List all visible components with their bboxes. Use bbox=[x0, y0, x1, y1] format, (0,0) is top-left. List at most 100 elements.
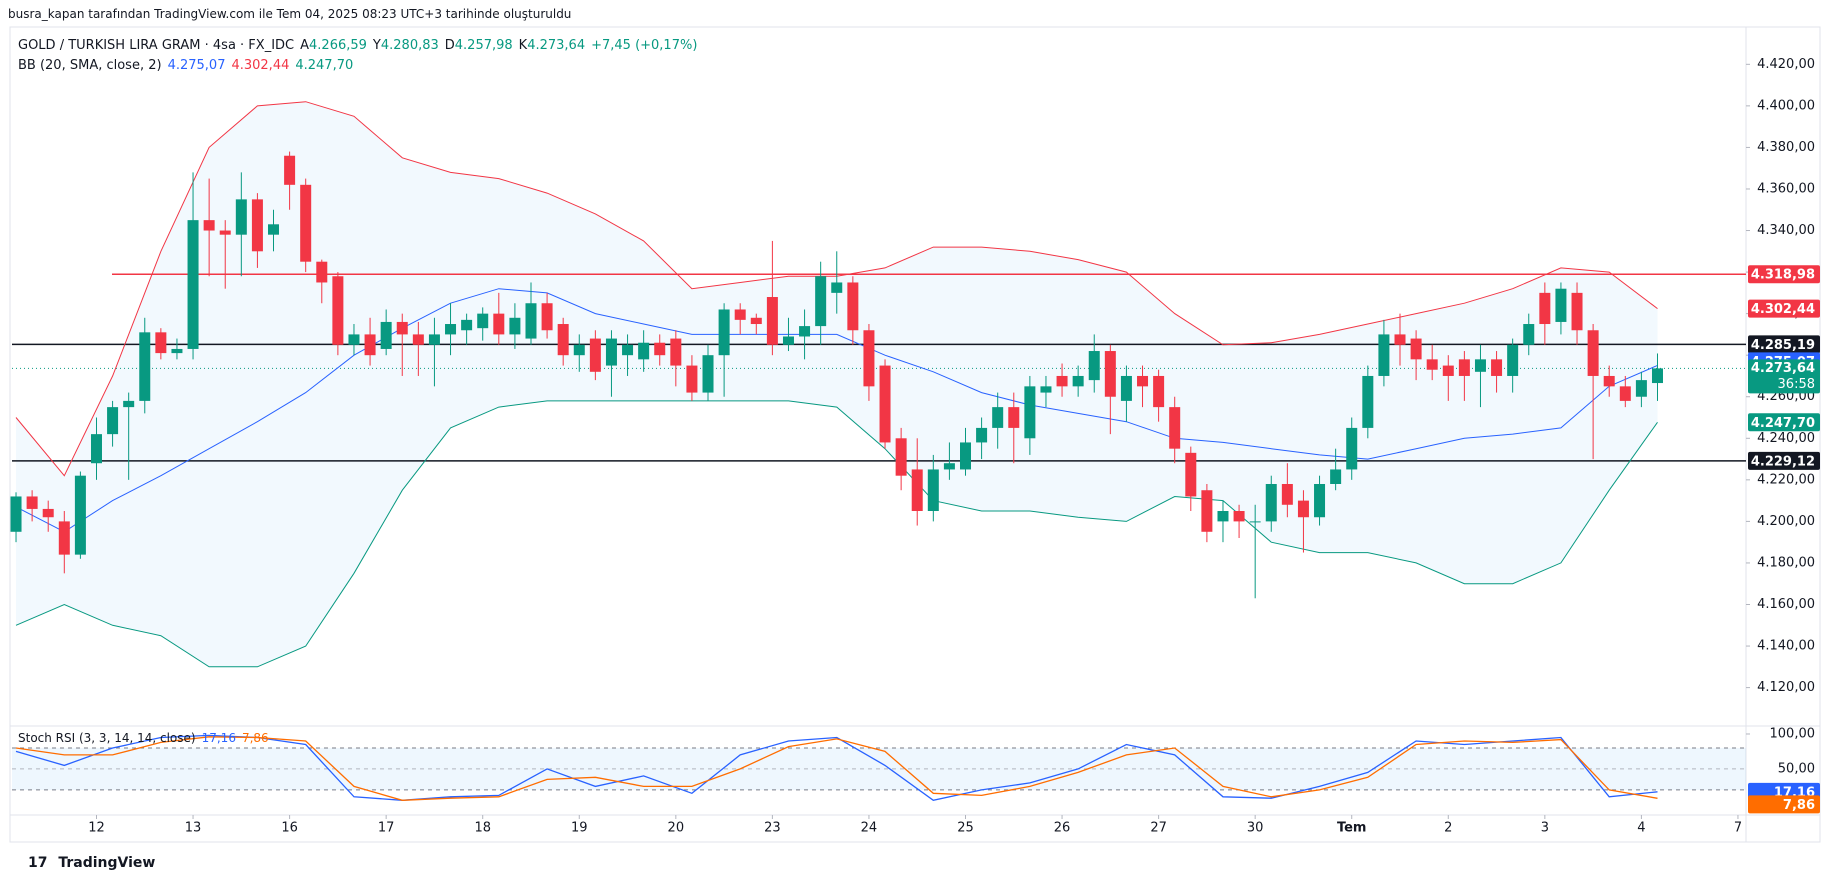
hline-label: 4.229,12 bbox=[1751, 454, 1815, 469]
symbol-legend: GOLD / TURKISH LIRA GRAM · 4sa · FX_IDC A… bbox=[18, 38, 703, 53]
candle-body bbox=[219, 230, 231, 235]
candle-body bbox=[251, 199, 263, 252]
candle-body bbox=[1651, 368, 1663, 384]
change: +7,45 (+0,17%) bbox=[591, 38, 698, 53]
candle-body bbox=[1104, 351, 1116, 397]
candle-body bbox=[268, 224, 280, 235]
candle-body bbox=[139, 332, 151, 401]
candle-body bbox=[1539, 292, 1551, 325]
candle-body bbox=[412, 334, 424, 345]
ohlc-value: 4.257,98 bbox=[454, 38, 513, 53]
candle-body bbox=[171, 348, 183, 354]
y-tick-label: 4.160,00 bbox=[1757, 597, 1815, 612]
y-tick-label: 4.200,00 bbox=[1757, 514, 1815, 529]
stoch-line bbox=[15, 736, 1658, 801]
candle-body bbox=[557, 324, 569, 356]
candle-body bbox=[1201, 490, 1213, 532]
candle-body bbox=[541, 303, 553, 331]
x-tick-label: 24 bbox=[861, 821, 878, 836]
candle-body bbox=[1426, 359, 1438, 370]
candle-body bbox=[396, 321, 408, 335]
brand: TradingView bbox=[58, 855, 156, 871]
symbol: GOLD / TURKISH LIRA GRAM · 4sa · FX_IDC bbox=[18, 38, 295, 53]
candle-body bbox=[589, 338, 601, 372]
stoch-value: 17,16 bbox=[201, 731, 236, 745]
x-tick-label: 4 bbox=[1637, 821, 1645, 836]
bb-axis-label: 4.247,70 bbox=[1751, 416, 1815, 431]
candle-body bbox=[1330, 469, 1342, 484]
candle-body bbox=[316, 261, 328, 283]
candle-body bbox=[992, 407, 1004, 428]
candle-body bbox=[1635, 380, 1647, 397]
y-tick-label: 4.220,00 bbox=[1757, 472, 1815, 487]
candle-body bbox=[1362, 375, 1374, 428]
candle-body bbox=[445, 324, 457, 335]
x-tick-label: 26 bbox=[1054, 821, 1071, 836]
y-tick-label: 4.240,00 bbox=[1757, 431, 1815, 446]
x-tick-label: 17 bbox=[378, 821, 395, 836]
x-tick-label: 25 bbox=[957, 821, 974, 836]
candle-body bbox=[1410, 338, 1422, 360]
x-tick-label: 23 bbox=[764, 821, 781, 836]
x-tick-label: 13 bbox=[185, 821, 202, 836]
candle-body bbox=[1056, 375, 1068, 387]
bb-value: 4.275,07 bbox=[167, 58, 226, 73]
x-tick-label: Tem bbox=[1337, 821, 1367, 836]
candle-body bbox=[1088, 351, 1100, 381]
y-tick-label: 4.340,00 bbox=[1757, 223, 1815, 238]
candle-body bbox=[300, 184, 312, 262]
x-tick-label: 12 bbox=[88, 821, 105, 836]
hline-label-bg bbox=[1748, 451, 1820, 470]
candle-body bbox=[332, 276, 344, 345]
candle-body bbox=[1137, 375, 1149, 387]
candle-body bbox=[364, 334, 376, 356]
candle-body bbox=[1008, 407, 1020, 428]
bb-label: BB (20, SMA, close, 2) bbox=[18, 58, 162, 73]
candle-body bbox=[235, 199, 247, 235]
candle-body bbox=[1458, 359, 1470, 376]
candle-body bbox=[879, 365, 891, 443]
candle-body bbox=[1072, 375, 1084, 387]
stoch-axis-label: 7,86 bbox=[1783, 798, 1815, 813]
credit: busra_kapan tarafından TradingView.com i… bbox=[8, 7, 572, 21]
candle-body bbox=[1523, 324, 1535, 345]
candle-body bbox=[1265, 483, 1277, 522]
candle-body bbox=[1571, 292, 1583, 331]
bb-value: 4.302,44 bbox=[231, 58, 290, 73]
candle-body bbox=[1120, 375, 1132, 401]
candle-body bbox=[10, 496, 22, 532]
candle-body bbox=[976, 427, 988, 443]
bb-axis-label-bg bbox=[1748, 299, 1820, 318]
candle-body bbox=[638, 342, 650, 360]
last-label: 4.273,64 bbox=[1751, 361, 1815, 376]
countdown: 36:58 bbox=[1778, 377, 1815, 392]
candle-body bbox=[1185, 452, 1197, 497]
candle-body bbox=[1233, 511, 1245, 522]
frame bbox=[9, 26, 1821, 843]
candle-body bbox=[1297, 500, 1309, 518]
candle-body bbox=[927, 469, 939, 512]
candle-body bbox=[1040, 386, 1052, 393]
y-tick-label: 100,00 bbox=[1770, 726, 1816, 741]
candle-body bbox=[1603, 375, 1615, 387]
candle-body bbox=[58, 521, 70, 555]
candle-body bbox=[911, 469, 923, 512]
candle-body bbox=[74, 475, 86, 555]
candle-body bbox=[1474, 359, 1486, 372]
x-tick-label: 27 bbox=[1150, 821, 1167, 836]
y-tick-label: 4.380,00 bbox=[1757, 140, 1815, 155]
bb-line bbox=[15, 400, 1658, 668]
candle-body bbox=[509, 317, 521, 335]
hline-label: 4.318,98 bbox=[1751, 268, 1815, 283]
bb-fill bbox=[16, 101, 1658, 667]
candle-body bbox=[815, 276, 827, 327]
candle-body bbox=[782, 336, 794, 345]
candle-body bbox=[1619, 386, 1631, 401]
ohlc-key: A bbox=[300, 38, 310, 53]
stoch-axis-label-bg bbox=[1748, 795, 1820, 814]
x-tick-label: 7 bbox=[1734, 821, 1742, 836]
y-tick-label: 4.400,00 bbox=[1757, 98, 1815, 113]
candle-body bbox=[1153, 375, 1165, 408]
candle-body bbox=[493, 313, 505, 335]
